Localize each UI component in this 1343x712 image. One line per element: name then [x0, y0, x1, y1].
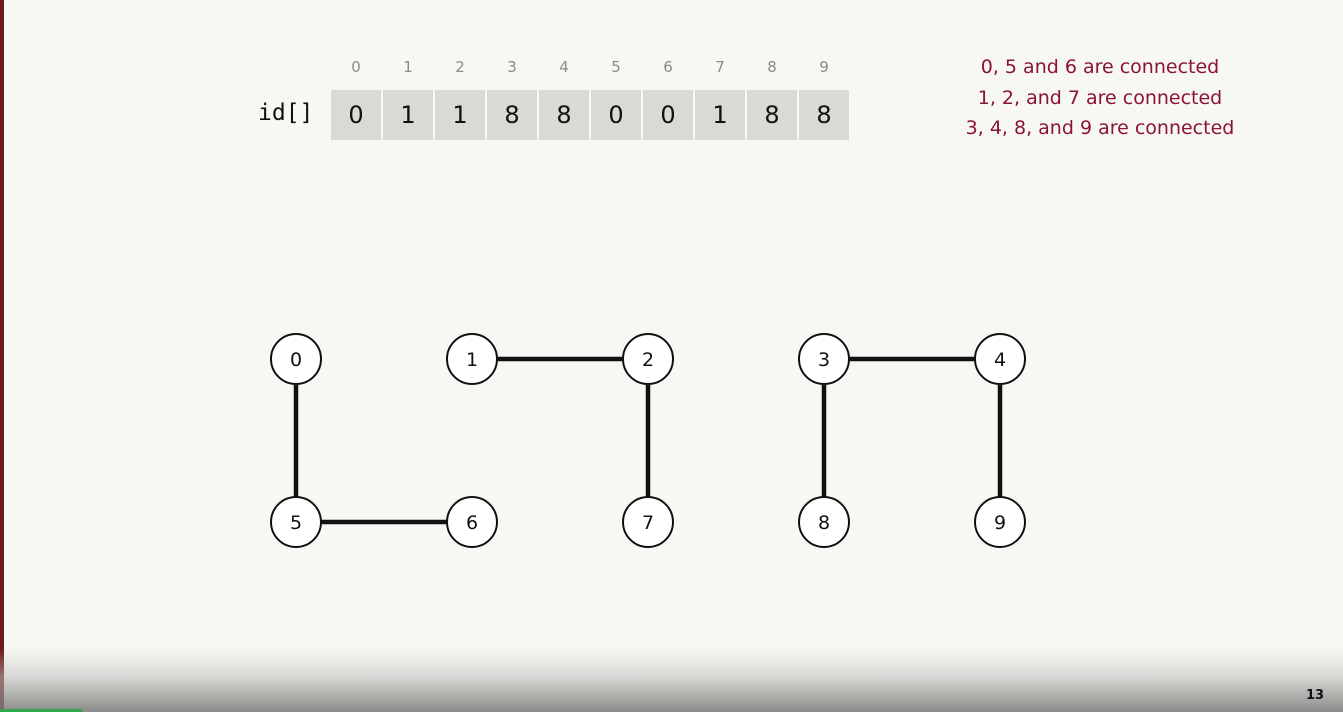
array-index: 0	[351, 58, 361, 76]
array-cell: 8	[799, 90, 849, 140]
video-overlay-gradient	[0, 648, 1343, 712]
node-5: 5	[270, 496, 322, 548]
array-cell: 1	[383, 90, 433, 140]
array-label: id[]	[258, 100, 314, 126]
node-label: 2	[642, 349, 654, 371]
node-2: 2	[622, 333, 674, 385]
node-label: 1	[466, 349, 478, 371]
node-circle	[974, 496, 1026, 548]
array-index: 6	[663, 58, 673, 76]
array-index: 3	[507, 58, 517, 76]
array-index: 9	[819, 58, 829, 76]
node-label: 6	[466, 512, 478, 534]
node-circle	[974, 333, 1026, 385]
array-index: 4	[559, 58, 569, 76]
node-label: 0	[290, 349, 302, 371]
video-progress-bar[interactable]	[0, 709, 82, 712]
node-9: 9	[974, 496, 1026, 548]
note-component-2: 1, 2, and 7 are connected	[977, 86, 1223, 109]
node-label: 7	[642, 512, 654, 534]
array-cell: 0	[331, 90, 381, 140]
node-circle	[622, 333, 674, 385]
node-7: 7	[622, 496, 674, 548]
array-cell: 0	[643, 90, 693, 140]
array-index: 8	[767, 58, 777, 76]
node-6: 6	[446, 496, 498, 548]
node-1: 1	[446, 333, 498, 385]
array-cell: 1	[695, 90, 745, 140]
array-cell: 0	[591, 90, 641, 140]
node-label: 8	[818, 512, 830, 534]
array-index: 1	[403, 58, 413, 76]
node-label: 4	[994, 349, 1006, 371]
node-circle	[270, 496, 322, 548]
node-0: 0	[270, 333, 322, 385]
array-index: 5	[611, 58, 621, 76]
slide-left-border	[0, 0, 4, 712]
node-circle	[798, 496, 850, 548]
array-cell: 8	[487, 90, 537, 140]
id-array: 0 1 1 8 8 0 0 1 8 8	[331, 90, 849, 140]
array-index: 2	[455, 58, 465, 76]
node-circle	[798, 333, 850, 385]
node-circle	[622, 496, 674, 548]
array-cell: 8	[747, 90, 797, 140]
connection-notes: 0, 5 and 6 are connected 1, 2, and 7 are…	[940, 52, 1260, 144]
array-indices: 0 1 2 3 4 5 6 7 8 9	[331, 58, 849, 76]
node-8: 8	[798, 496, 850, 548]
array-cell: 1	[435, 90, 485, 140]
array-cell: 8	[539, 90, 589, 140]
node-3: 3	[798, 333, 850, 385]
node-circle	[446, 496, 498, 548]
node-label: 5	[290, 512, 302, 534]
node-4: 4	[974, 333, 1026, 385]
page-number: 13	[1306, 688, 1325, 703]
node-label: 3	[818, 349, 830, 371]
node-circle	[446, 333, 498, 385]
array-index: 7	[715, 58, 725, 76]
node-label: 9	[994, 512, 1006, 534]
note-component-3: 3, 4, 8, and 9 are connected	[965, 117, 1235, 139]
note-component-1: 0, 5 and 6 are connected	[980, 56, 1220, 78]
node-circle	[270, 333, 322, 385]
